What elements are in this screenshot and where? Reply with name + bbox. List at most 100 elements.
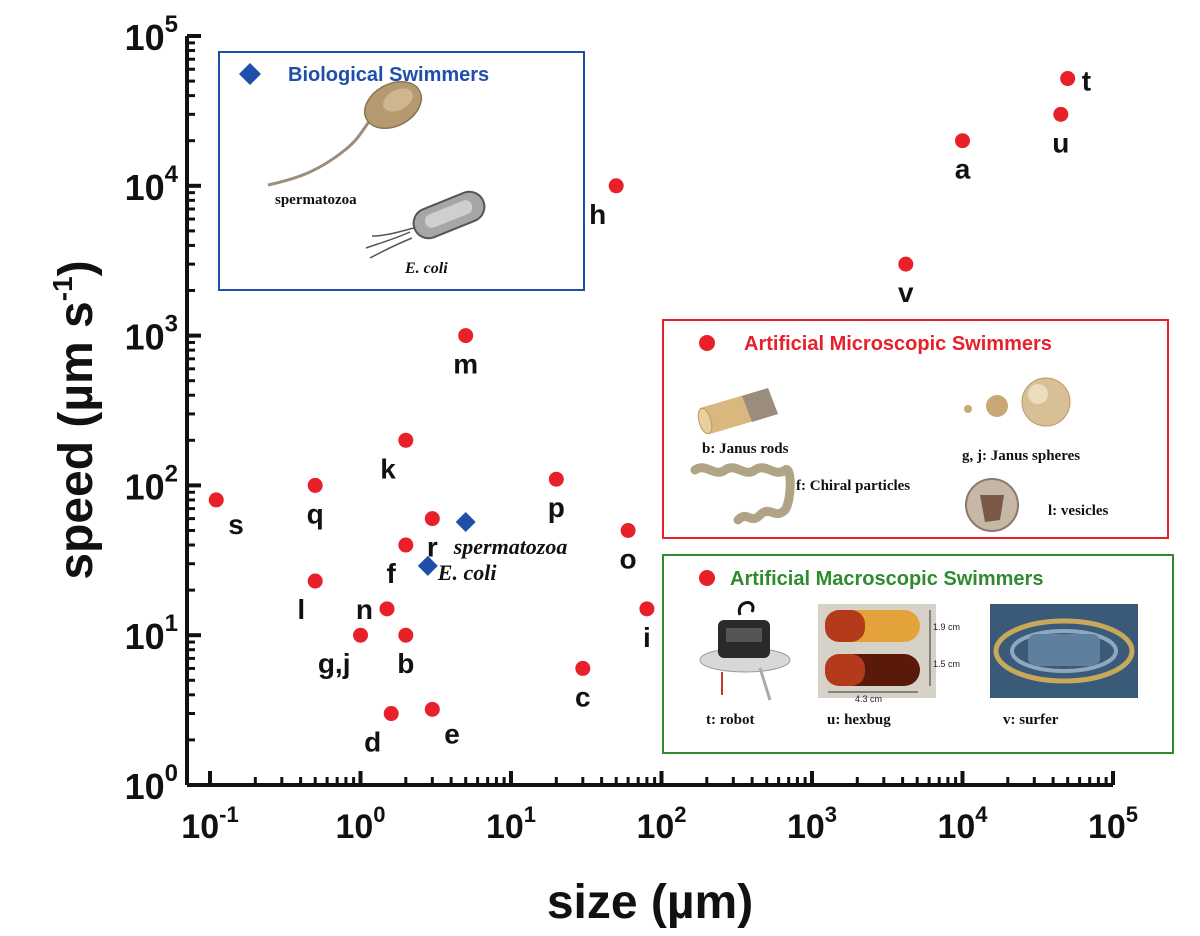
data-point-k <box>398 432 414 448</box>
tick-base: 10 <box>125 167 165 208</box>
data-label: b <box>397 648 414 679</box>
data-label: E. coli <box>437 560 498 585</box>
legend-caption-vesicles: l: vesicles <box>1048 503 1109 519</box>
data-point-gj <box>353 627 368 643</box>
data-label: spermatozoa <box>453 534 568 559</box>
y-tick-label: 104 <box>125 161 179 208</box>
data-label: q <box>307 498 324 529</box>
data-point-d <box>383 706 399 722</box>
tick-exponent: 4 <box>975 802 988 827</box>
y-tick-label: 103 <box>125 311 178 358</box>
x-tick-label: 102 <box>636 802 686 846</box>
y-axis-ticks <box>187 34 201 787</box>
tick-base: 10 <box>125 616 165 657</box>
y-tick-label: 101 <box>125 610 178 657</box>
tick-base: 10 <box>787 808 825 846</box>
legend-micro: Artificial Microscopic Swimmers b: Janus… <box>662 319 1169 539</box>
tick-base: 10 <box>125 766 165 807</box>
legend-caption-janus-rods: b: Janus rods <box>702 441 789 457</box>
janus-spheres-illustration-icon <box>964 377 1071 427</box>
data-point-r <box>424 511 440 527</box>
data-label: l <box>297 594 305 625</box>
data-point-a <box>955 133 970 149</box>
legend-caption-surfer: v: surfer <box>1003 712 1059 728</box>
x-tick-label: 10-1 <box>181 802 238 846</box>
tick-base: 10 <box>181 808 219 846</box>
data-label: k <box>380 453 396 484</box>
legend-micro-frame <box>662 319 1169 539</box>
legend-biological: Biological Swimmers spermatozoa E. coli <box>218 51 585 291</box>
data-label: u <box>1052 127 1069 158</box>
data-point-i <box>639 601 655 617</box>
data-point-o <box>620 522 636 538</box>
data-label: s <box>228 509 244 540</box>
tick-base: 10 <box>486 808 524 846</box>
spermatozoa-illustration-icon <box>267 80 423 187</box>
robot-illustration-icon <box>699 601 791 701</box>
x-tick-label: 105 <box>1088 802 1138 846</box>
tick-exponent: 4 <box>165 161 179 188</box>
surfer-illustration-icon <box>990 604 1138 698</box>
data-point-ecoli <box>417 555 438 576</box>
data-label: n <box>356 594 373 625</box>
x-axis-ticks <box>208 771 1115 785</box>
plot-axes <box>185 36 1113 787</box>
x-axis-title: size (µm) <box>547 876 753 929</box>
data-point-m <box>458 328 474 344</box>
data-label: g,j <box>318 648 351 679</box>
tick-exponent: 3 <box>825 802 837 827</box>
data-label: h <box>589 199 606 230</box>
legend-biological-diamond-icon <box>239 63 261 85</box>
hexbug-illustration-icon <box>818 604 936 698</box>
legend-caption-janus-spheres: g, j: Janus spheres <box>962 448 1080 464</box>
data-point-t <box>1060 71 1076 87</box>
y-axis-title-main: speed (µm s <box>50 301 103 579</box>
data-point-l <box>307 573 323 589</box>
tick-exponent: 5 <box>165 11 178 38</box>
legend-micro-title: Artificial Microscopic Swimmers <box>744 333 1052 355</box>
tick-base: 10 <box>636 808 674 846</box>
tick-base: 10 <box>125 317 165 358</box>
data-label: a <box>955 154 971 185</box>
data-point-n <box>379 601 395 617</box>
y-axis-title-close: ) <box>50 260 103 276</box>
legend-caption-spermatozoa: spermatozoa <box>275 192 357 208</box>
data-point-s <box>208 492 224 508</box>
data-label: m <box>453 349 478 380</box>
vesicle-illustration-icon <box>965 478 1019 532</box>
tick-exponent: 0 <box>373 802 385 827</box>
tick-base: 10 <box>125 17 165 58</box>
data-label: c <box>575 681 591 712</box>
tick-exponent: 0 <box>165 760 178 787</box>
x-tick-label: 104 <box>937 802 988 846</box>
tick-exponent: 1 <box>165 610 178 637</box>
legend-micro-dot-icon <box>699 335 715 351</box>
data-point-spermatozoa <box>455 511 476 532</box>
y-tick-label: 102 <box>125 460 178 507</box>
data-label: o <box>620 543 637 574</box>
data-point-h <box>608 178 624 194</box>
tick-exponent: -1 <box>219 802 239 827</box>
tick-exponent: 2 <box>674 802 686 827</box>
janus-rod-illustration-icon <box>697 388 778 435</box>
tick-exponent: 2 <box>165 460 178 487</box>
data-point-q <box>307 477 323 493</box>
y-axis-title: speed (µm s-1) <box>47 260 103 579</box>
tick-exponent: 3 <box>165 311 178 338</box>
legend-macro-title: Artificial Macroscopic Swimmers <box>730 568 1043 590</box>
data-point-e <box>424 701 440 717</box>
tick-exponent: 1 <box>524 802 536 827</box>
data-label: v <box>898 277 914 308</box>
legend-biological-title: Biological Swimmers <box>288 64 489 86</box>
legend-macro: Artificial Macroscopic Swimmers t: robot… <box>662 554 1174 754</box>
x-tick-label: 103 <box>787 802 837 846</box>
ecoli-illustration-icon <box>365 190 486 259</box>
chiral-particle-illustration-icon <box>690 463 795 525</box>
data-label: f <box>386 558 396 589</box>
data-label: e <box>444 718 460 749</box>
data-label: r <box>427 532 438 563</box>
data-label: p <box>548 492 565 523</box>
data-point-f <box>398 537 414 553</box>
